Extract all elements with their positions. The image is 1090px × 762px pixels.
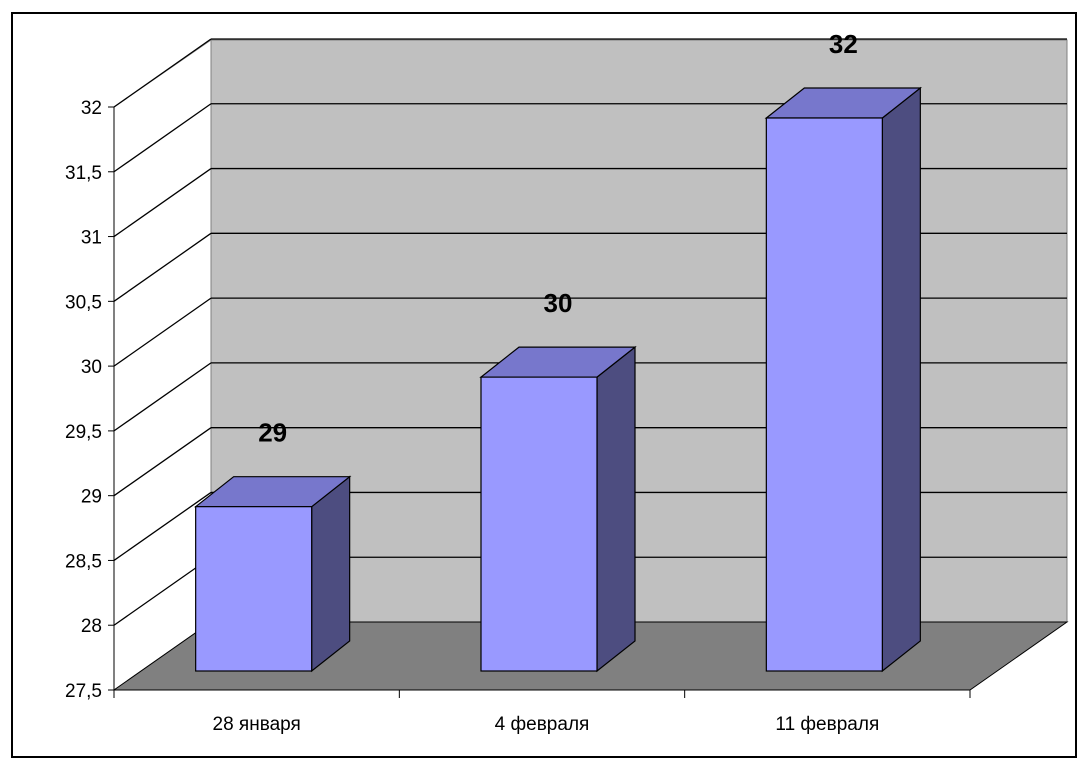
bar-side	[596, 345, 636, 673]
y-tick-label: 30	[81, 357, 102, 378]
y-tick-label: 27,5	[65, 681, 102, 702]
bar-front	[480, 376, 598, 672]
y-tick-label: 28,5	[65, 551, 102, 572]
y-tick-label: 32	[81, 98, 102, 119]
y-tick-label: 31	[81, 228, 102, 249]
data-label: 29	[258, 418, 287, 448]
gridline-side	[113, 556, 212, 626]
gridline-side	[113, 232, 212, 302]
bar-side	[311, 475, 351, 673]
gridline-side	[113, 362, 212, 432]
gridline-side	[113, 427, 212, 497]
y-tick-label: 30,5	[65, 292, 102, 313]
gridline-side	[113, 103, 212, 173]
bar	[479, 345, 637, 673]
data-label: 30	[544, 288, 573, 318]
gridline-side	[113, 491, 212, 561]
gridlines	[113, 38, 1067, 626]
gridline-side	[113, 297, 212, 367]
x-category-label: 11 февраля	[775, 714, 879, 735]
gridline-side	[113, 38, 212, 108]
bars	[193, 86, 923, 673]
y-tick-label: 29	[81, 487, 102, 508]
y-tick-label: 28	[81, 616, 102, 637]
x-category-label: 28 января	[213, 714, 301, 735]
bar-front	[765, 117, 883, 672]
labels: 29 30 32	[258, 29, 858, 448]
data-label: 32	[829, 29, 858, 59]
y-tick-label: 31,5	[65, 163, 102, 184]
bar	[193, 475, 352, 673]
axes: 27,5 28 28,5 29 29,5 30 30,5 31 31,5 32 28 января 4…	[65, 98, 971, 735]
x-category-label: 4 февраля	[495, 714, 590, 735]
bar-side	[881, 86, 921, 673]
bar-front	[195, 506, 313, 672]
y-tick-label: 29,5	[65, 422, 102, 443]
bar	[764, 86, 923, 673]
gridline-side	[113, 168, 212, 238]
